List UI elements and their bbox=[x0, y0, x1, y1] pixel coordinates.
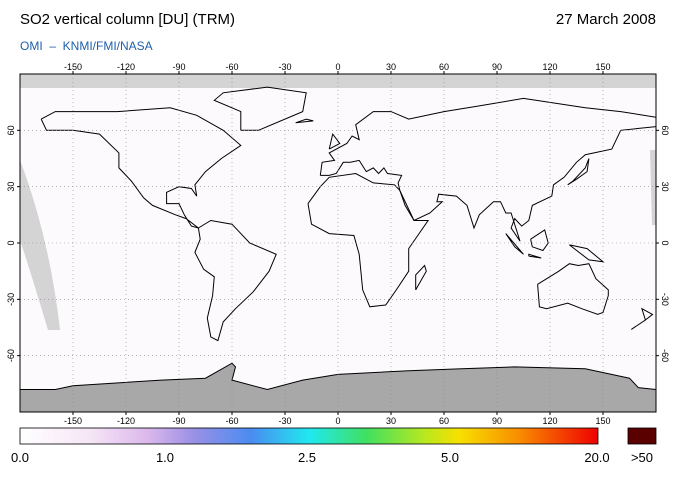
lon-tick-label: -150 bbox=[64, 62, 82, 72]
lon-tick-label: 120 bbox=[542, 62, 557, 72]
coastline bbox=[328, 132, 341, 150]
lon-tick-label: -120 bbox=[117, 62, 135, 72]
lon-tick-label: -60 bbox=[225, 416, 238, 426]
lon-tick-label: 60 bbox=[439, 62, 449, 72]
lon-tick-label: -90 bbox=[172, 416, 185, 426]
colorbar-label: 2.5 bbox=[298, 450, 316, 465]
coastline bbox=[567, 158, 590, 186]
lat-tick-label: 60 bbox=[6, 125, 16, 135]
lon-tick-label: -150 bbox=[64, 416, 82, 426]
coastline bbox=[569, 244, 605, 263]
coastline bbox=[528, 253, 542, 259]
no-data-north bbox=[20, 74, 656, 88]
lon-tick-label: 120 bbox=[542, 416, 557, 426]
lat-tick-label: -60 bbox=[660, 349, 670, 362]
coastline bbox=[631, 307, 654, 330]
coastline bbox=[505, 233, 524, 255]
colorbar-label: 5.0 bbox=[441, 450, 459, 465]
lon-tick-label: 60 bbox=[439, 416, 449, 426]
title: SO2 vertical column [DU] (TRM) bbox=[20, 11, 235, 28]
credit: OMI – KNMI/FMI/NASA bbox=[20, 39, 153, 53]
lat-tick-label: 0 bbox=[6, 240, 16, 245]
colorbar-label: 1.0 bbox=[156, 450, 174, 465]
lat-tick-label: 0 bbox=[660, 240, 670, 245]
lon-tick-label: 90 bbox=[492, 416, 502, 426]
lon-tick-label: 150 bbox=[595, 416, 610, 426]
lat-tick-label: -60 bbox=[6, 349, 16, 362]
no-data-swath bbox=[20, 160, 60, 330]
lon-tick-label: -30 bbox=[278, 62, 291, 72]
coastline bbox=[530, 229, 549, 252]
colorbar-label: 20.0 bbox=[584, 450, 609, 465]
lon-tick-label: -90 bbox=[172, 62, 185, 72]
colorbar-label: 0.0 bbox=[11, 450, 29, 465]
lat-tick-label: 30 bbox=[6, 182, 16, 192]
coastline bbox=[415, 264, 427, 291]
lon-tick-label: 30 bbox=[386, 62, 396, 72]
date: 27 March 2008 bbox=[556, 11, 656, 28]
coastline bbox=[295, 118, 314, 124]
coastline bbox=[537, 263, 609, 315]
lon-tick-label: 0 bbox=[335, 62, 340, 72]
lon-tick-label: 150 bbox=[595, 62, 610, 72]
lon-tick-label: 0 bbox=[335, 416, 340, 426]
coastline bbox=[213, 86, 307, 131]
lat-tick-label: -30 bbox=[660, 293, 670, 306]
lon-tick-label: -120 bbox=[117, 416, 135, 426]
lon-tick-label: 30 bbox=[386, 416, 396, 426]
lat-tick-label: 30 bbox=[660, 182, 670, 192]
map bbox=[20, 74, 656, 412]
coastline bbox=[194, 219, 277, 342]
coastline bbox=[319, 97, 656, 242]
colorbar-overflow bbox=[627, 427, 657, 445]
colorbar bbox=[19, 427, 599, 445]
lon-tick-label: -30 bbox=[278, 416, 291, 426]
lat-tick-label: -30 bbox=[6, 293, 16, 306]
no-data-swath bbox=[650, 150, 656, 225]
coastline bbox=[307, 172, 430, 308]
lon-tick-label: 90 bbox=[492, 62, 502, 72]
coastline bbox=[40, 107, 242, 229]
lon-tick-label: -60 bbox=[225, 62, 238, 72]
colorbar-label: >50 bbox=[631, 450, 653, 465]
lat-tick-label: 60 bbox=[660, 125, 670, 135]
